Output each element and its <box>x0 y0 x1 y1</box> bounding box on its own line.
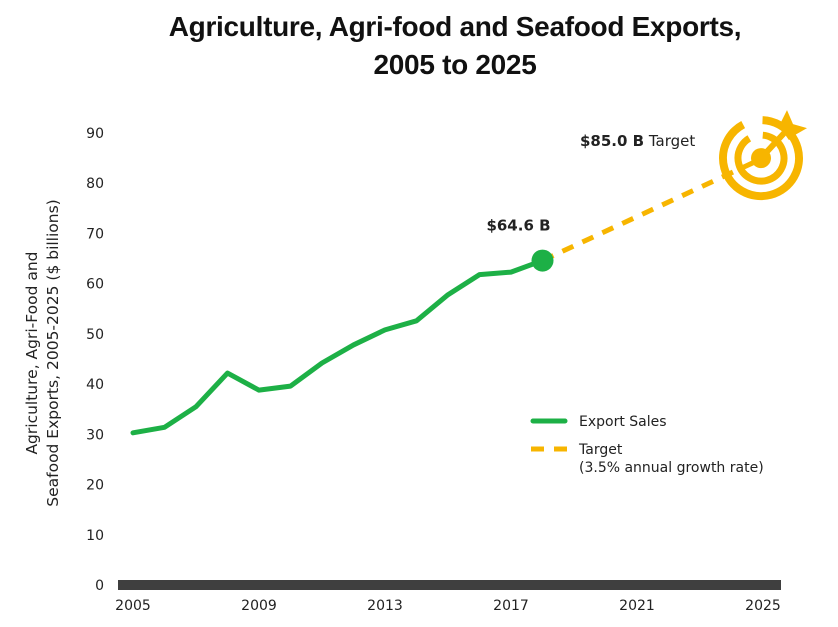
legend-label-target-note: (3.5% annual growth rate) <box>579 460 764 476</box>
latest-value-marker <box>531 249 554 272</box>
y-tick-label: 30 <box>86 427 104 443</box>
y-tick-label: 50 <box>86 327 104 343</box>
arrow-fletching <box>779 110 807 141</box>
y-axis-ticks: 0 10 20 30 40 50 60 70 80 90 <box>86 126 104 594</box>
series-group <box>130 155 765 436</box>
y-tick-label: 90 <box>86 126 104 142</box>
x-tick-label: 2025 <box>745 598 781 614</box>
chart-title-line-2: 2005 to 2025 <box>373 49 537 80</box>
x-tick-label: 2013 <box>367 598 403 614</box>
x-axis-baseline <box>118 580 781 590</box>
y-tick-label: 20 <box>86 478 104 494</box>
x-tick-label: 2009 <box>241 598 277 614</box>
bullseye-inner-ring <box>734 131 788 185</box>
chart-title: Agriculture, Agri-food and Seafood Expor… <box>0 8 838 84</box>
y-tick-label: 60 <box>86 277 104 293</box>
x-tick-label: 2005 <box>115 598 151 614</box>
arrow-shaft <box>758 129 788 162</box>
y-tick-label: 70 <box>86 226 104 242</box>
target-bullseye-icon <box>719 110 807 201</box>
x-tick-label: 2017 <box>493 598 529 614</box>
chart-title-line-1: Agriculture, Agri-food and Seafood Expor… <box>168 11 742 42</box>
annotations-group: $64.6 B $85.0 B Target <box>486 132 695 235</box>
legend-label-export-sales: Export Sales <box>579 414 667 430</box>
x-tick-label: 2021 <box>619 598 655 614</box>
legend-label-target: Target <box>578 442 623 458</box>
y-tick-label: 10 <box>86 528 104 544</box>
x-axis-ticks: 2005 2009 2013 2017 2021 2025 <box>115 598 781 614</box>
y-tick-label: 0 <box>95 578 104 594</box>
legend: Export Sales Target (3.5% annual growth ra… <box>530 414 764 476</box>
series-line-export-sales <box>130 258 545 436</box>
y-tick-label: 80 <box>86 176 104 192</box>
latest-value-label: $64.6 B <box>486 217 550 235</box>
y-tick-label: 40 <box>86 377 104 393</box>
target-value-label: $85.0 B Target <box>580 132 695 150</box>
